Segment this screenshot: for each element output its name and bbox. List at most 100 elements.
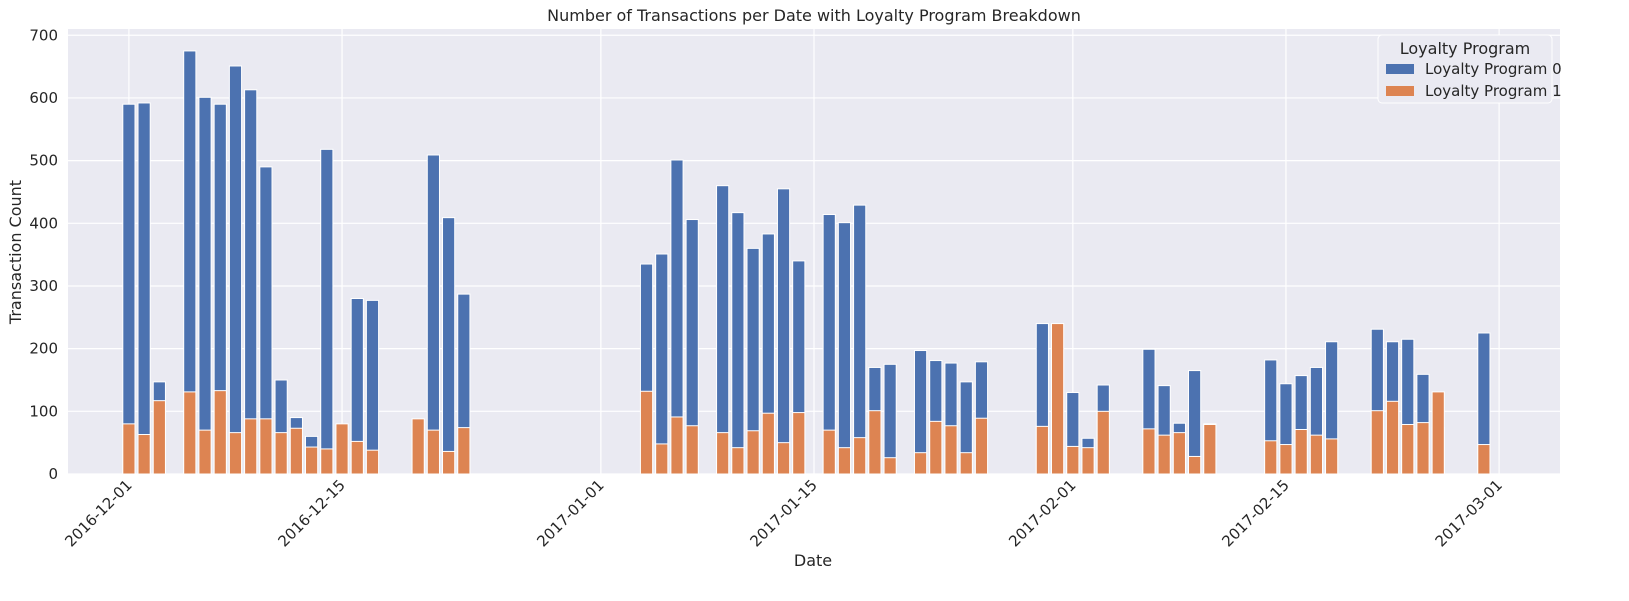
x-tick-label: 2017-03-01 xyxy=(1432,476,1506,550)
bar-loyalty-1 xyxy=(1370,410,1384,475)
bar-loyalty-1 xyxy=(320,448,334,475)
bar-loyalty-0 xyxy=(853,204,867,475)
grid xyxy=(68,29,1560,475)
bar-loyalty-0 xyxy=(731,212,745,475)
bar-loyalty-1 xyxy=(837,447,852,475)
bar-loyalty-1 xyxy=(335,423,349,475)
bar-loyalty-1 xyxy=(868,410,882,475)
bar-loyalty-1 xyxy=(929,420,943,475)
bar-loyalty-1 xyxy=(685,425,699,475)
bar-loyalty-1 xyxy=(1081,447,1095,475)
bar-loyalty-1 xyxy=(1142,428,1156,475)
x-tick-label: 2016-12-15 xyxy=(274,476,348,550)
chart-title: Number of Transactions per Date with Loy… xyxy=(547,6,1081,25)
bar-loyalty-1 xyxy=(639,390,654,475)
bar-loyalty-0 xyxy=(137,102,151,475)
y-tick-labels: 0 100 200 300 400 500 600 700 xyxy=(29,26,58,483)
bar-loyalty-1 xyxy=(350,440,364,475)
x-tick-label: 2017-01-01 xyxy=(533,476,607,550)
bar-loyalty-1 xyxy=(426,429,440,475)
bar-loyalty-1 xyxy=(1096,410,1110,475)
bar-loyalty-1 xyxy=(853,437,867,475)
bar-loyalty-1 xyxy=(670,416,684,475)
bar-loyalty-1 xyxy=(274,432,288,475)
bar-loyalty-1 xyxy=(1309,434,1323,475)
x-tick-label: 2016-12-01 xyxy=(61,476,135,550)
bar-loyalty-0 xyxy=(442,217,456,475)
bar-loyalty-1 xyxy=(411,418,425,475)
bar-loyalty-1 xyxy=(198,429,212,475)
y-tick-label: 200 xyxy=(29,340,58,358)
bar-loyalty-1 xyxy=(792,412,806,475)
bar-loyalty-1 xyxy=(259,418,273,475)
bar-loyalty-1 xyxy=(457,427,471,475)
bars xyxy=(122,50,1491,475)
bar-loyalty-1 xyxy=(1477,444,1491,475)
bar-loyalty-1 xyxy=(289,427,303,475)
bar-loyalty-0 xyxy=(776,188,791,475)
bar-loyalty-1 xyxy=(137,434,151,475)
bar-loyalty-1 xyxy=(716,432,730,475)
bar-loyalty-1 xyxy=(761,412,775,475)
y-tick-label: 500 xyxy=(29,152,58,170)
x-axis-label: Date xyxy=(794,551,832,570)
bar-loyalty-1 xyxy=(442,450,456,475)
legend-box xyxy=(1377,34,1553,104)
bar-loyalty-1 xyxy=(1066,445,1080,475)
bar-loyalty-1 xyxy=(1325,438,1339,475)
bar-loyalty-1 xyxy=(1051,323,1065,475)
legend-label-loyalty-0: Loyalty Program 0 xyxy=(1425,60,1562,78)
bar-loyalty-1 xyxy=(1401,423,1415,475)
legend-title: Loyalty Program xyxy=(1400,39,1530,58)
bar-loyalty-1 xyxy=(959,452,973,475)
legend-swatch-loyalty-1 xyxy=(1386,86,1414,96)
bar-loyalty-1 xyxy=(1294,429,1308,475)
bar-loyalty-0 xyxy=(716,185,730,475)
bar-loyalty-1 xyxy=(305,446,319,475)
bar-loyalty-0 xyxy=(426,154,440,475)
bar-loyalty-1 xyxy=(1385,400,1400,475)
bar-loyalty-0 xyxy=(655,253,669,475)
bar-loyalty-1 xyxy=(776,442,791,475)
bar-loyalty-1 xyxy=(655,443,669,475)
bar-loyalty-1 xyxy=(1035,425,1049,475)
bar-loyalty-1 xyxy=(731,447,745,475)
y-tick-label: 300 xyxy=(29,277,58,295)
bar-loyalty-1 xyxy=(1431,391,1445,475)
legend-swatch-loyalty-0 xyxy=(1386,64,1414,74)
bar-loyalty-1 xyxy=(944,425,958,475)
bar-loyalty-1 xyxy=(183,391,197,475)
bar-loyalty-1 xyxy=(228,432,243,475)
bar-loyalty-1 xyxy=(1279,444,1293,475)
bar-loyalty-1 xyxy=(152,400,166,475)
bar-loyalty-1 xyxy=(883,457,897,475)
legend-label-loyalty-1: Loyalty Program 1 xyxy=(1425,82,1562,100)
bar-loyalty-1 xyxy=(122,423,136,475)
bar-loyalty-1 xyxy=(1264,440,1278,475)
x-tick-labels: 2016-12-01 2016-12-15 2017-01-01 2017-01-15… xyxy=(61,476,1506,550)
bar-loyalty-1 xyxy=(1416,422,1430,475)
bar-loyalty-1 xyxy=(1157,434,1171,475)
bar-loyalty-0 xyxy=(228,65,243,475)
bar-loyalty-1 xyxy=(974,417,989,475)
bar-loyalty-1 xyxy=(213,390,227,475)
x-tick-label: 2017-01-15 xyxy=(746,476,820,550)
y-tick-label: 400 xyxy=(29,214,58,232)
bar-loyalty-1 xyxy=(913,452,928,475)
bar-loyalty-1 xyxy=(1172,432,1186,475)
bar-loyalty-1 xyxy=(365,449,380,475)
bar-loyalty-0 xyxy=(244,89,258,475)
y-tick-label: 100 xyxy=(29,402,58,420)
y-tick-label: 0 xyxy=(48,465,58,483)
y-axis-label: Transaction Count xyxy=(6,180,25,325)
bar-loyalty-1 xyxy=(1203,423,1217,475)
bar-loyalty-0 xyxy=(365,299,380,475)
bar-loyalty-1 xyxy=(1188,455,1202,475)
bar-loyalty-0 xyxy=(122,103,136,475)
bar-loyalty-1 xyxy=(822,429,836,475)
x-tick-label: 2017-02-15 xyxy=(1218,476,1292,550)
bar-loyalty-1 xyxy=(746,430,760,475)
bar-loyalty-0 xyxy=(837,222,852,475)
x-tick-label: 2017-02-01 xyxy=(1005,476,1079,550)
